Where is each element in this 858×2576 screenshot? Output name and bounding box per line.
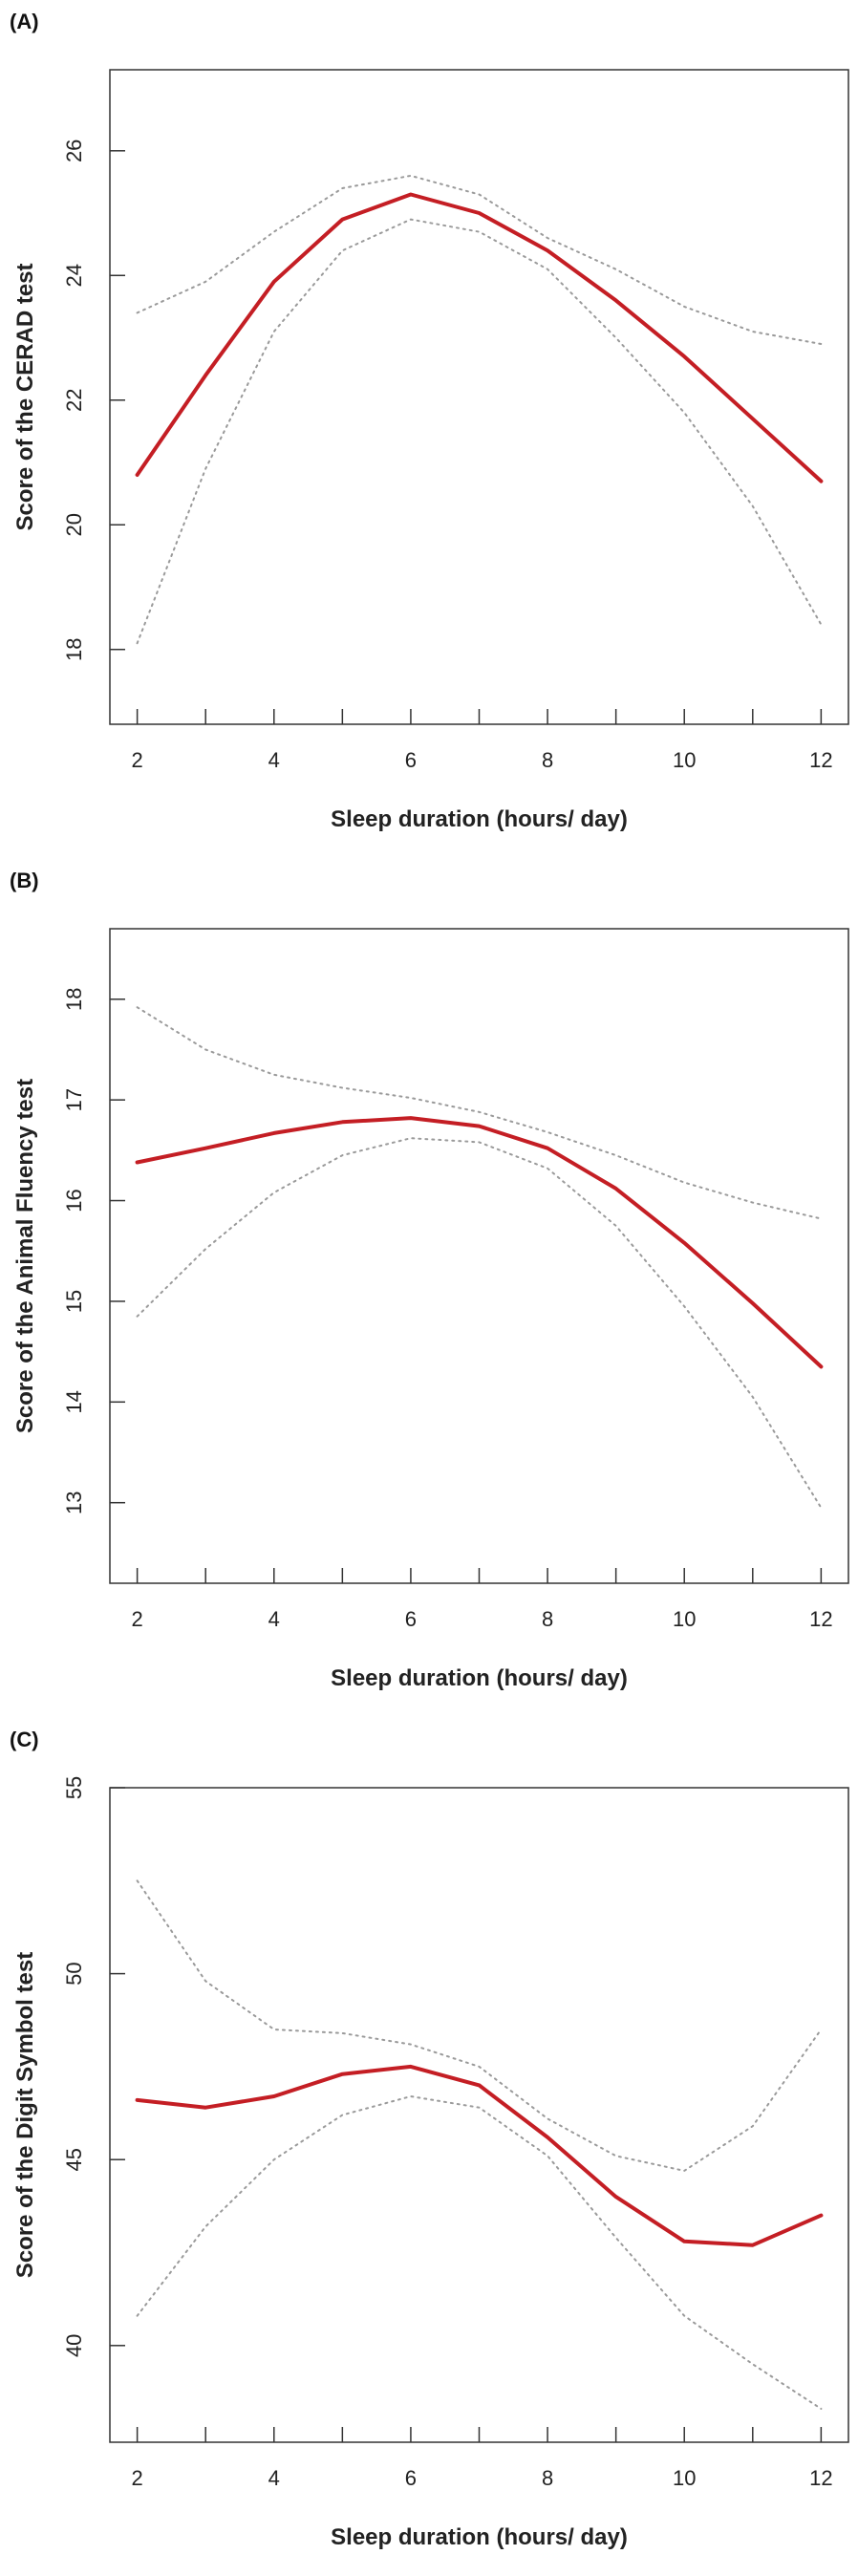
- x-tick-label: 10: [673, 748, 696, 772]
- chart-panel-b: (B) 2 4 6 8 10 12 13 14 15 16 17 18 Sleep duration (…: [0, 859, 858, 1717]
- panel-label: (B): [10, 869, 39, 892]
- x-tick-label: 2: [132, 2466, 143, 2490]
- y-axis-label: Score of the CERAD test: [12, 263, 38, 530]
- upper-ci-line: [136, 1879, 823, 2172]
- x-tick-label: 4: [268, 748, 280, 772]
- y-tick-label: 20: [62, 513, 86, 536]
- y-tick-label: 55: [62, 1776, 86, 1799]
- x-tick-label: 6: [405, 748, 417, 772]
- plot-frame: [109, 69, 849, 725]
- lower-ci-line: [136, 2095, 823, 2410]
- y-tick-label: 18: [62, 637, 86, 660]
- chart-panel-c: (C) 2 4 6 8 10 12 40 45 50 55 Sleep duration (hour…: [0, 1718, 858, 2576]
- x-tick-label: 2: [132, 1607, 143, 1631]
- panel-label: (C): [10, 1728, 39, 1751]
- plot-frame: [109, 928, 849, 1584]
- plot-frame: [109, 1787, 849, 2443]
- x-tick-label: 6: [405, 2466, 417, 2490]
- x-tick-label: 10: [673, 2466, 696, 2490]
- x-axis-label: Sleep duration (hours/ day): [331, 2524, 628, 2550]
- chart-panel-a: (A) 2 4 6 8 10 12 18 20 22 24 26 Sleep duration (ho…: [0, 0, 858, 858]
- y-axis-label: Score of the Animal Fluency test: [12, 1079, 38, 1433]
- x-tick-label: 4: [268, 1607, 280, 1631]
- estimate-line: [135, 2064, 824, 2247]
- estimate-line: [135, 1116, 824, 1369]
- y-tick-label: 50: [62, 1962, 86, 1985]
- x-tick-label: 2: [132, 748, 143, 772]
- chart-b-svg: 2 4 6 8 10 12 13 14 15 16 17 18 Sleep duration (hour…: [12, 928, 849, 1691]
- y-tick-label: 26: [62, 140, 86, 162]
- x-tick-label: 8: [542, 1607, 553, 1631]
- lower-ci-line: [136, 218, 823, 645]
- y-axis-label: Score of the Digit Symbol test: [12, 1952, 38, 2278]
- x-tick-label: 12: [809, 1607, 832, 1631]
- y-tick-label: 15: [62, 1290, 86, 1313]
- y-tick-label: 13: [62, 1491, 86, 1513]
- y-tick-label: 40: [62, 2334, 86, 2357]
- x-axis-label: Sleep duration (hours/ day): [331, 806, 628, 832]
- estimate-line: [135, 192, 824, 483]
- panel-label: (A): [10, 10, 39, 33]
- upper-ci-line: [136, 174, 823, 345]
- y-tick-label: 18: [62, 988, 86, 1011]
- x-tick-label: 8: [542, 748, 553, 772]
- y-tick-label: 14: [62, 1390, 86, 1413]
- upper-ci-line: [136, 1006, 823, 1220]
- x-tick-label: 12: [809, 2466, 832, 2490]
- x-tick-label: 8: [542, 2466, 553, 2490]
- y-tick-label: 16: [62, 1189, 86, 1212]
- x-tick-label: 10: [673, 1607, 696, 1631]
- y-tick-label: 45: [62, 2148, 86, 2171]
- x-axis-label: Sleep duration (hours/ day): [331, 1665, 628, 1691]
- x-tick-label: 4: [268, 2466, 280, 2490]
- chart-c-svg: 2 4 6 8 10 12 40 45 50 55 Sleep duration (hours/ d…: [12, 1776, 849, 2550]
- y-tick-label: 17: [62, 1088, 86, 1111]
- lower-ci-line: [136, 1137, 823, 1509]
- y-tick-label: 22: [62, 389, 86, 412]
- x-tick-label: 12: [809, 748, 832, 772]
- y-tick-label: 24: [62, 264, 86, 287]
- x-tick-label: 6: [405, 1607, 417, 1631]
